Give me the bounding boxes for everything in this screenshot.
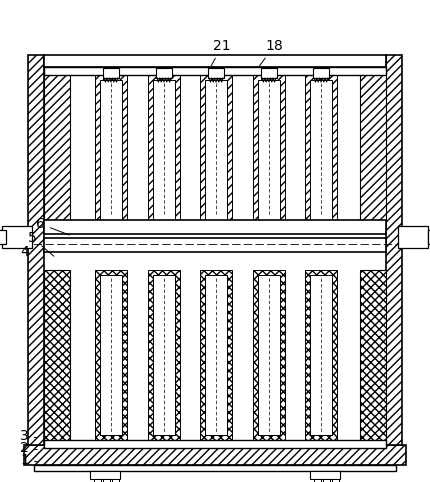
Bar bbox=[148, 75, 180, 220]
Bar bbox=[103, 479, 110, 482]
Bar bbox=[112, 479, 119, 482]
Bar bbox=[253, 75, 285, 220]
Bar bbox=[44, 440, 386, 448]
Bar bbox=[44, 238, 386, 252]
Text: 6: 6 bbox=[36, 217, 69, 235]
Bar bbox=[44, 220, 386, 234]
Bar bbox=[310, 275, 332, 435]
Bar bbox=[258, 275, 280, 435]
Bar bbox=[386, 55, 402, 445]
Bar bbox=[305, 270, 337, 440]
Text: 3: 3 bbox=[20, 429, 37, 443]
Bar bbox=[148, 270, 180, 440]
Bar bbox=[103, 68, 119, 78]
Bar bbox=[44, 67, 386, 75]
Bar bbox=[28, 55, 44, 445]
Bar bbox=[153, 275, 175, 435]
Bar bbox=[332, 479, 339, 482]
Text: 21: 21 bbox=[211, 39, 231, 66]
Bar bbox=[314, 479, 321, 482]
Bar bbox=[205, 275, 227, 435]
Bar bbox=[360, 55, 386, 220]
Bar bbox=[310, 80, 332, 220]
Bar bbox=[95, 270, 127, 440]
Bar bbox=[94, 479, 101, 482]
Bar bbox=[323, 479, 330, 482]
Bar bbox=[44, 55, 70, 220]
Bar bbox=[305, 75, 337, 220]
Text: 2: 2 bbox=[20, 441, 37, 455]
Bar bbox=[24, 445, 406, 465]
Text: 5: 5 bbox=[28, 231, 54, 256]
Bar bbox=[205, 80, 227, 220]
Bar bbox=[100, 275, 122, 435]
Bar bbox=[0, 230, 6, 244]
Text: 1: 1 bbox=[20, 453, 37, 467]
Bar bbox=[253, 270, 285, 440]
Bar bbox=[200, 270, 232, 440]
Bar bbox=[398, 226, 428, 248]
Bar bbox=[360, 270, 386, 445]
Bar bbox=[44, 270, 70, 445]
Bar bbox=[208, 68, 224, 78]
Bar bbox=[95, 75, 127, 220]
Text: 18: 18 bbox=[260, 39, 283, 66]
Bar bbox=[153, 80, 175, 220]
Bar bbox=[313, 68, 329, 78]
Bar bbox=[2, 226, 32, 248]
Bar bbox=[261, 68, 277, 78]
Bar bbox=[156, 68, 172, 78]
Bar bbox=[100, 80, 122, 220]
Bar bbox=[258, 80, 280, 220]
Bar bbox=[34, 465, 396, 471]
Bar bbox=[310, 471, 340, 479]
Bar bbox=[90, 471, 120, 479]
Text: 4: 4 bbox=[20, 245, 29, 259]
Bar bbox=[200, 75, 232, 220]
Bar bbox=[428, 230, 430, 244]
Bar bbox=[44, 55, 386, 67]
